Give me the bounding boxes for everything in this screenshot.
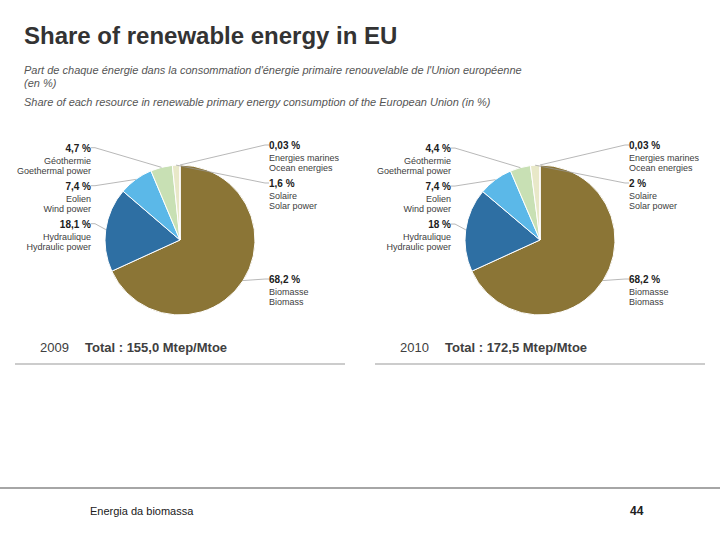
- data-labels: 68,2 % BiomasseBiomass 18,1 % HydrauliqueHy…: [17, 140, 340, 307]
- pie-slice: [530, 165, 540, 240]
- separator: [15, 364, 345, 365]
- value-label: 68,2 %: [269, 274, 300, 285]
- value-label: 1,6 %: [269, 178, 295, 189]
- leader-line: [243, 279, 269, 281]
- leader-line: [451, 180, 495, 186]
- subtitle: Part de chaque énergie dans la consommat…: [24, 64, 522, 89]
- pie-subtitle: Total : 155,0 Mtep/Mtoe: [85, 340, 227, 355]
- subtitle: Share of each resource in renewable prim…: [24, 96, 491, 108]
- category-label: BiomasseBiomass: [629, 287, 669, 307]
- leader-line: [540, 145, 629, 165]
- data-labels: 68,2 % BiomasseBiomass 18 % HydrauliqueHydr…: [377, 140, 700, 307]
- pie-subtitle: Total : 172,5 Mtep/Mtoe: [445, 340, 587, 355]
- pie-chart: 68,2 % BiomasseBiomass 18 % HydrauliqueHydr…: [377, 140, 700, 315]
- value-label: 18,1 %: [60, 219, 91, 230]
- value-label: 7,4 %: [65, 181, 91, 192]
- footer-line: [0, 487, 720, 489]
- category-label: Energies marinesOcean energies: [269, 153, 340, 173]
- chart: Share of renewable energy in EU Part de c…: [0, 0, 720, 540]
- category-label: Energies marinesOcean energies: [629, 153, 700, 173]
- leader-line: [535, 165, 629, 183]
- leader-line: [603, 279, 629, 281]
- pie-slice: [172, 165, 180, 240]
- leader-line: [91, 224, 106, 230]
- category-label: GéothermieGoethermal power: [377, 156, 451, 176]
- separator: [375, 364, 705, 365]
- slices: [105, 165, 255, 315]
- leader-line: [451, 224, 466, 230]
- pie-chart: 68,2 % BiomasseBiomass 18,1 % HydrauliqueHy…: [17, 140, 340, 315]
- category-label: SolaireSolar power: [269, 191, 317, 211]
- category-label: SolaireSolar power: [629, 191, 677, 211]
- title: Share of renewable energy in EU: [24, 22, 397, 49]
- footer-text: Energia da biomassa: [90, 505, 194, 517]
- value-label: 7,4 %: [425, 181, 451, 192]
- category-label: EolienWind power: [43, 194, 91, 214]
- leader-line: [451, 148, 520, 168]
- pie-title: 2009: [40, 340, 69, 355]
- category-label: GéothermieGoethermal power: [17, 156, 91, 176]
- value-label: 68,2 %: [629, 274, 660, 285]
- category-label: HydrauliqueHydraulic power: [26, 232, 91, 252]
- value-label: 4,4 %: [425, 143, 451, 154]
- pie-slice: [151, 165, 180, 240]
- slices: [465, 165, 615, 315]
- value-label: 18 %: [428, 219, 451, 230]
- value-label: 0,03 %: [629, 140, 660, 151]
- pie-slice: [511, 166, 540, 240]
- category-label: HydrauliqueHydraulic power: [386, 232, 451, 252]
- leader-line: [180, 145, 269, 165]
- value-label: 4,7 %: [65, 143, 91, 154]
- leader-line: [176, 165, 269, 183]
- leader-line: [91, 148, 161, 168]
- leader-line: [91, 179, 136, 185]
- footer-text: 44: [630, 504, 644, 518]
- pie-slice: [539, 165, 540, 240]
- pie-slice: [179, 165, 180, 240]
- pie-title: 2010: [400, 340, 429, 355]
- value-label: 2 %: [629, 178, 646, 189]
- category-label: BiomasseBiomass: [269, 287, 309, 307]
- value-label: 0,03 %: [269, 140, 300, 151]
- category-label: EolienWind power: [403, 194, 451, 214]
